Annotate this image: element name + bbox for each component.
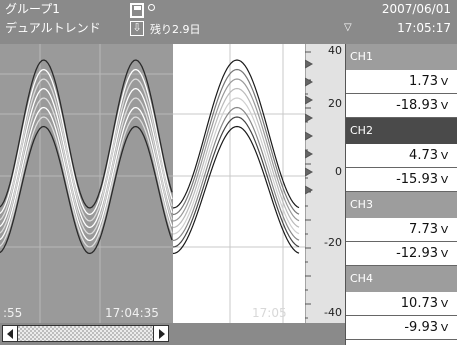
down-arrow-icon[interactable]: ⇩ [130, 21, 144, 36]
group-label[interactable]: グループ1 [5, 2, 60, 16]
waveform [0, 106, 173, 242]
time-label-right-end: 17:05 [252, 306, 287, 320]
time-label: 17:05:17 [397, 21, 451, 35]
scroll-right-button[interactable] [153, 325, 169, 342]
channel-block-ch2[interactable]: CH2 4.73ｖ -15.93ｖ [346, 118, 457, 192]
remaining-label: 残り2.9日 [150, 23, 201, 36]
waveform [172, 116, 300, 248]
waveform [0, 78, 173, 222]
waveform [172, 97, 300, 235]
channel-value-2: -9.93ｖ [346, 316, 457, 340]
channel-marker [305, 185, 314, 195]
trend-display[interactable]: :55 17:04:35 17:05 [0, 44, 305, 330]
trend-mode-label[interactable]: デュアルトレンド [5, 21, 101, 35]
waveform [0, 59, 173, 209]
triangle-down-icon: ▽ [344, 22, 352, 33]
channel-name[interactable]: CH3 [346, 192, 457, 218]
channel-marker [305, 95, 314, 105]
save-icon[interactable] [130, 3, 144, 18]
scale-label-20: 20 [328, 97, 342, 110]
waveform [0, 87, 173, 229]
channel-marker [305, 167, 314, 177]
channel-panel: CH1 1.73ｖ -18.93ｖ CH2 4.73ｖ -15.93ｖ CH3 … [345, 44, 457, 345]
waveform [172, 59, 300, 209]
time-label-left-start: :55 [3, 306, 23, 320]
channel-value-2: -15.93ｖ [346, 168, 457, 192]
channel-name[interactable]: CH2 [346, 118, 457, 144]
time-label-left-end: 17:04:35 [105, 306, 159, 320]
channel-value-1: 1.73ｖ [346, 70, 457, 94]
channel-block-ch1[interactable]: CH1 1.73ｖ -18.93ｖ [346, 44, 457, 118]
status-dot-icon [148, 4, 155, 11]
waveform [172, 125, 300, 255]
channel-block-ch4[interactable]: CH4 10.73ｖ -9.93ｖ [346, 266, 457, 340]
channel-name[interactable]: CH4 [346, 266, 457, 292]
scale-label-minus-40: -40 [324, 306, 342, 319]
channel-value-1: 10.73ｖ [346, 292, 457, 316]
scale-label-minus-20: -20 [324, 236, 342, 249]
channel-value-1: 7.73ｖ [346, 218, 457, 242]
waveform [172, 87, 300, 229]
scroll-track[interactable] [18, 325, 153, 342]
channel-marker [305, 149, 314, 159]
scroll-left-button[interactable] [2, 325, 18, 342]
channel-name[interactable]: CH1 [346, 44, 457, 70]
waveform [172, 78, 300, 222]
waveform [0, 68, 173, 216]
channel-marker [305, 77, 314, 87]
scroll-bar [0, 323, 345, 345]
waveform [0, 116, 173, 248]
channel-marker [305, 113, 314, 123]
scale-bar: 40 20 0 -20 -40 [305, 44, 345, 330]
date-label: 2007/06/01 [381, 2, 451, 16]
waveform [0, 97, 173, 235]
scale-label-40: 40 [328, 44, 342, 57]
trend-waveforms [0, 44, 305, 330]
waveform [172, 68, 300, 216]
channel-value-1: 4.73ｖ [346, 144, 457, 168]
channel-value-2: -18.93ｖ [346, 94, 457, 118]
channel-value-2: -12.93ｖ [346, 242, 457, 266]
waveform [172, 106, 300, 242]
waveform [0, 125, 173, 255]
channel-block-ch3[interactable]: CH3 7.73ｖ -12.93ｖ [346, 192, 457, 266]
header-bar: グループ1 デュアルトレンド ⇩ 残り2.9日 ▽ 2007/06/01 17:… [0, 0, 457, 44]
channel-marker [305, 131, 314, 141]
scale-markers [305, 44, 314, 330]
scale-label-0: 0 [335, 165, 342, 178]
channel-marker [305, 59, 314, 69]
